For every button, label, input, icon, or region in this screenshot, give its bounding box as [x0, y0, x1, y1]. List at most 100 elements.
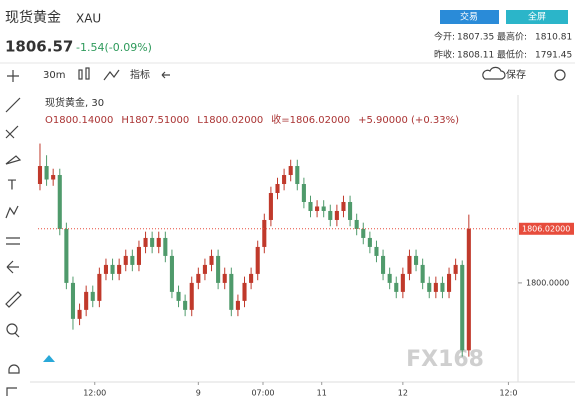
stat-label: 今开: [434, 31, 455, 43]
candle-body [400, 273, 405, 292]
candle-body [103, 264, 109, 274]
candle-body [123, 255, 128, 265]
x-tick-label: 12:00 [83, 389, 106, 398]
candle-body [387, 273, 392, 283]
candle-body [176, 291, 181, 301]
candle-body [420, 264, 425, 283]
change: -1.54(-0.09%) [76, 41, 152, 54]
candle-body [262, 219, 267, 247]
candle-body [288, 166, 293, 176]
candle-body [70, 282, 76, 319]
stat-value: 1810.81 [535, 33, 572, 43]
candle-body [308, 201, 313, 211]
candle-body [77, 309, 82, 319]
candle-body [117, 264, 122, 274]
candle-body [440, 282, 445, 292]
candle-body [163, 237, 168, 256]
candle-body [242, 282, 247, 301]
candle-body [427, 282, 432, 292]
legend-value: H1807.51000 [121, 115, 189, 126]
candle-body [44, 166, 49, 180]
settings-icon[interactable] [554, 69, 566, 81]
candle-body [295, 166, 300, 185]
candle-body [255, 246, 260, 274]
candle-body [130, 255, 135, 265]
x-tick-label: 11 [317, 389, 327, 398]
candle-body [321, 206, 326, 211]
candle-icon[interactable] [78, 67, 90, 80]
candle-body [275, 184, 280, 193]
stat-label: 最高价: [497, 31, 527, 43]
price-tag [519, 222, 574, 235]
x-tick-label: 12:0 [499, 389, 517, 398]
candle-body [235, 300, 240, 310]
candle-body [282, 175, 287, 185]
undo-icon[interactable] [161, 71, 170, 79]
candle-body [381, 255, 386, 274]
candle-body [150, 237, 155, 247]
candle-body [348, 201, 353, 220]
candle-body [196, 273, 201, 283]
svg-text:T: T [7, 179, 16, 194]
x-tick-label: 9 [196, 389, 201, 398]
candle-body [169, 255, 174, 292]
indicators[interactable]: 指标 [130, 68, 150, 81]
trade-label[interactable]: 交易 [460, 11, 478, 23]
candle-body [202, 264, 207, 274]
fullscreen-label[interactable]: 全屏 [528, 11, 546, 23]
candle-body [143, 237, 148, 247]
candle-body [446, 273, 452, 292]
candle-body [189, 282, 194, 310]
candle-body [361, 228, 366, 238]
legend-value: L1800.02000 [197, 115, 263, 126]
legend-value: O1800.14000 [45, 115, 113, 126]
trade-button[interactable] [440, 10, 499, 24]
title: 现货黄金 [5, 9, 61, 26]
stat-value: 1807.35 [457, 33, 494, 43]
candle-body [136, 246, 141, 265]
candle-body [216, 255, 221, 283]
candle-body [268, 192, 273, 220]
candle-body [315, 206, 320, 211]
candle-body [354, 219, 359, 229]
sidebar-tools: T [5, 70, 22, 396]
logo-icon [43, 355, 55, 362]
candle-body [229, 273, 234, 310]
compare-icon[interactable] [103, 69, 120, 81]
candle-body [328, 210, 333, 220]
candle-body [249, 273, 254, 283]
stat-value: 1808.11 [457, 51, 494, 61]
candle-body [37, 166, 43, 185]
candle-body [156, 237, 161, 247]
x-tick-label: 12 [398, 389, 408, 398]
candle-body [334, 210, 339, 220]
candle-body [90, 291, 95, 301]
y-tick-label: 1800.0000 [526, 278, 569, 287]
candle-body [394, 282, 399, 292]
candle-body [466, 228, 471, 351]
candle-body [209, 255, 214, 265]
candle-body [57, 175, 62, 229]
candle-body [222, 273, 227, 283]
price: 1806.57 [5, 38, 73, 56]
x-tick-label: 07:00 [251, 389, 274, 398]
symbol: XAU [76, 12, 101, 26]
interval[interactable]: 30m [43, 70, 65, 81]
candle-body [341, 201, 346, 211]
fullscreen-button[interactable] [506, 10, 568, 24]
watermark: FX168 [406, 347, 484, 372]
legend-value: +5.90000 (+0.33%) [358, 115, 459, 126]
legend-title: 现货黄金, 30 [45, 96, 104, 109]
candle-body [414, 255, 419, 265]
candle-body [407, 255, 412, 274]
stat-value: 1791.45 [535, 51, 572, 61]
save[interactable]: 保存 [506, 68, 526, 81]
cloud-icon[interactable] [482, 66, 506, 80]
candle-body [183, 300, 188, 310]
candle-body [64, 228, 69, 283]
stat-label: 昨收: [434, 49, 455, 61]
candle-body [460, 264, 465, 351]
candle-body [367, 237, 372, 247]
legend-value: 收=1806.02000 [271, 113, 350, 126]
